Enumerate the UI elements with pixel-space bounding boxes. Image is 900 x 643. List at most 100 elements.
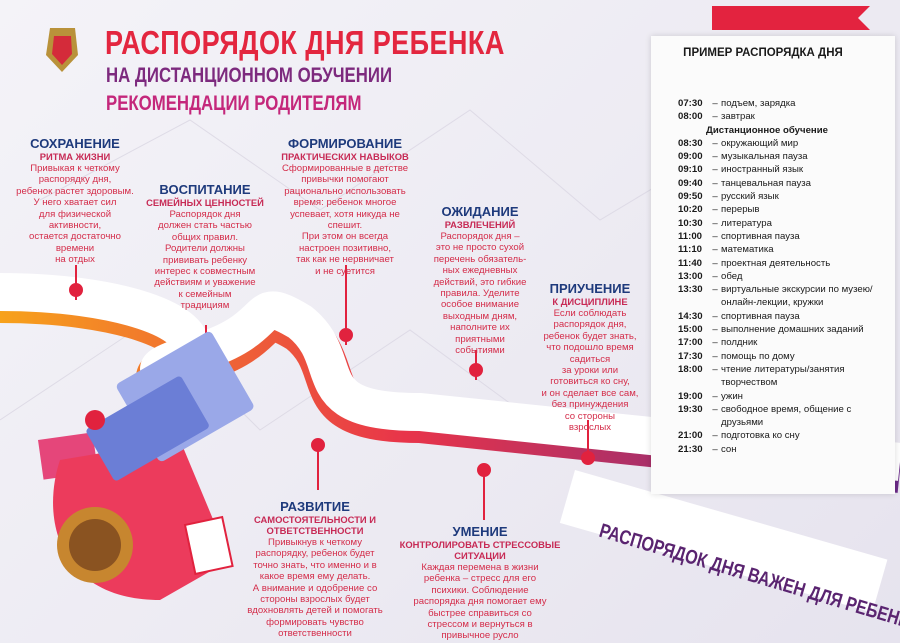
section-title: ПРИУЧЕНИЕ xyxy=(549,281,631,296)
section-text: должен стать частью xyxy=(157,220,253,232)
separator: – xyxy=(712,177,718,189)
schedule-time: 19:00 xyxy=(678,390,703,402)
title: РАСПОРЯДОК ДНЯ РЕБЕНКА xyxy=(105,24,505,61)
section-text: Родители должны xyxy=(165,243,245,255)
schedule-activity: спортивная пауза xyxy=(721,230,800,242)
section-text: общих правил. xyxy=(171,231,239,243)
separator: – xyxy=(712,443,718,455)
schedule-activity: литература xyxy=(721,217,772,229)
schedule-time: 11:40 xyxy=(678,257,703,269)
separator: – xyxy=(712,390,718,402)
schedule-row: 17:00– полдник xyxy=(678,336,883,349)
separator: – xyxy=(712,430,718,442)
separator: – xyxy=(712,284,718,296)
schedule-activity: чтение литературы/занятия творчеством xyxy=(721,363,845,389)
schedule-row: 11:10– математика xyxy=(678,243,883,256)
schedule-time: 14:30 xyxy=(678,310,703,322)
schedule-time: 15:00 xyxy=(678,324,703,336)
separator: – xyxy=(712,98,718,109)
separator: – xyxy=(712,403,718,415)
section-text: Сформированные в детстве xyxy=(281,163,409,174)
section-text: интерес к совместным xyxy=(154,266,256,278)
separator: – xyxy=(712,151,718,163)
schedule-activity: танцевальная пауза xyxy=(721,177,812,189)
section-text: быстрее справиться со xyxy=(428,607,532,619)
schedule-row: 14:30– спортивная пауза xyxy=(678,310,883,323)
schedule-row: 15:00– выполнение домашних заданий xyxy=(678,323,883,336)
section-text: за уроки или xyxy=(561,365,619,377)
schedule-activity: выполнение домашних заданий xyxy=(721,324,864,336)
section-subtitle: К ДИСЦИПЛИНЕ xyxy=(552,296,628,307)
section-text: со стороны xyxy=(564,410,616,422)
section-title: ОЖИДАНИЕ xyxy=(441,204,519,219)
schedule-row: 21:30– сон xyxy=(678,443,883,456)
section-text: стороны взрослых будет xyxy=(260,594,370,606)
section-text: распорядку, ребенок будет xyxy=(255,548,375,560)
schedule-row: 18:00– чтение литературы/занятия творчест… xyxy=(678,363,883,390)
schedule-activity: сон xyxy=(721,443,737,455)
subtitle: НА ДИСТАНЦИОННОМ ОБУЧЕНИИ xyxy=(106,64,393,87)
section-subtitle: РАЗВЛЕЧЕНИЙ xyxy=(444,219,516,230)
schedule-time: 10:20 xyxy=(678,204,703,216)
section-text: Привыкая к четкому xyxy=(30,163,120,174)
schedule-row: 19:30– свободное время, общение с друзьям… xyxy=(678,403,883,430)
section-subtitle: РИТМА ЖИЗНИ xyxy=(39,151,111,162)
schedule-row: 13:00– обед xyxy=(678,270,883,283)
section-text: формировать чувство xyxy=(266,616,364,628)
section-title: СОХРАНЕНИЕ xyxy=(30,136,120,151)
schedule-row: 08:00– завтрак xyxy=(678,110,883,123)
section-text: распорядка дня помогает ему xyxy=(413,596,547,608)
section-text: наполните их xyxy=(450,322,510,334)
section-text: на отдых xyxy=(55,254,95,266)
schedule-time: 17:00 xyxy=(678,337,703,349)
section-text: Распорядок дня xyxy=(169,209,241,220)
schedule-time: 09:40 xyxy=(678,177,703,189)
schedule-row: 09:10– иностранный язык xyxy=(678,163,883,176)
section-text: остается достаточно xyxy=(29,231,121,243)
section-subtitle: ПРАКТИЧЕСКИХ НАВЫКОВ xyxy=(281,151,409,162)
section-subtitle: КОНТРОЛИРОВАТЬ СТРЕССОВЫЕ СИТУАЦИИ xyxy=(399,539,561,561)
schedule-time: 08:30 xyxy=(678,137,703,149)
section-text: распорядок дня, xyxy=(553,319,627,331)
section: ПРИУЧЕНИЕ К ДИСЦИПЛИНЕ Если соблюдать распо… xyxy=(520,281,660,434)
schedule-activity: перерыв xyxy=(721,204,760,216)
schedule-activity: проектная деятельность xyxy=(721,257,831,269)
schedule-row: 07:30– подъем, зарядка xyxy=(678,97,883,110)
section-text: время: ребенок многое xyxy=(293,197,397,209)
schedule-row: 09:40– танцевальная пауза xyxy=(678,177,883,190)
schedule-activity: музыкальная пауза xyxy=(721,151,808,163)
section-text: Если соблюдать xyxy=(553,308,627,319)
section-text: Привыкнув к четкому xyxy=(267,537,363,548)
section-text: А внимание и одобрение со xyxy=(252,582,378,594)
separator: – xyxy=(712,244,718,256)
separator: – xyxy=(712,350,718,362)
section-text: что подошло время xyxy=(546,342,634,354)
schedule-row: 21:00– подготовка ко сну xyxy=(678,429,883,442)
section-text: Каждая перемена в жизни xyxy=(421,562,539,573)
section-text: и не суетится xyxy=(315,265,375,277)
section-title: РАЗВИТИЕ xyxy=(280,499,350,514)
separator: – xyxy=(712,137,718,149)
section-text: это не просто сухой xyxy=(435,242,525,254)
schedule-row: 17:30– помощь по дому xyxy=(678,350,883,363)
separator: – xyxy=(712,111,718,123)
separator: – xyxy=(712,164,718,176)
section-text: привычки помогают xyxy=(301,174,389,186)
schedule-row: 09:50– русский язык xyxy=(678,190,883,203)
section-text: без принуждения xyxy=(551,399,629,411)
section-text: рационально использовать xyxy=(284,185,406,197)
section-text: вдохновлять детей и помогать xyxy=(247,605,383,617)
section-text: распорядку дня, xyxy=(38,174,112,186)
section-text: ребенка – стресс для его xyxy=(423,573,537,585)
schedule-activity: полдник xyxy=(721,337,758,349)
section: ОЖИДАНИЕ РАЗВЛЕЧЕНИЙ Распорядок дня – это н… xyxy=(415,204,545,357)
separator: – xyxy=(712,363,718,375)
section: ФОРМИРОВАНИЕ ПРАКТИЧЕСКИХ НАВЫКОВ Сформиро… xyxy=(255,137,435,277)
schedule-row: 19:00– ужин xyxy=(678,390,883,403)
section-text: времени xyxy=(55,242,95,254)
section-text: и он сделает все сам, xyxy=(541,387,639,399)
schedule-activity: спортивная пауза xyxy=(721,310,800,322)
separator: – xyxy=(712,324,718,336)
section-text: психики. Соблюдение xyxy=(431,584,529,596)
separator: – xyxy=(712,270,718,282)
